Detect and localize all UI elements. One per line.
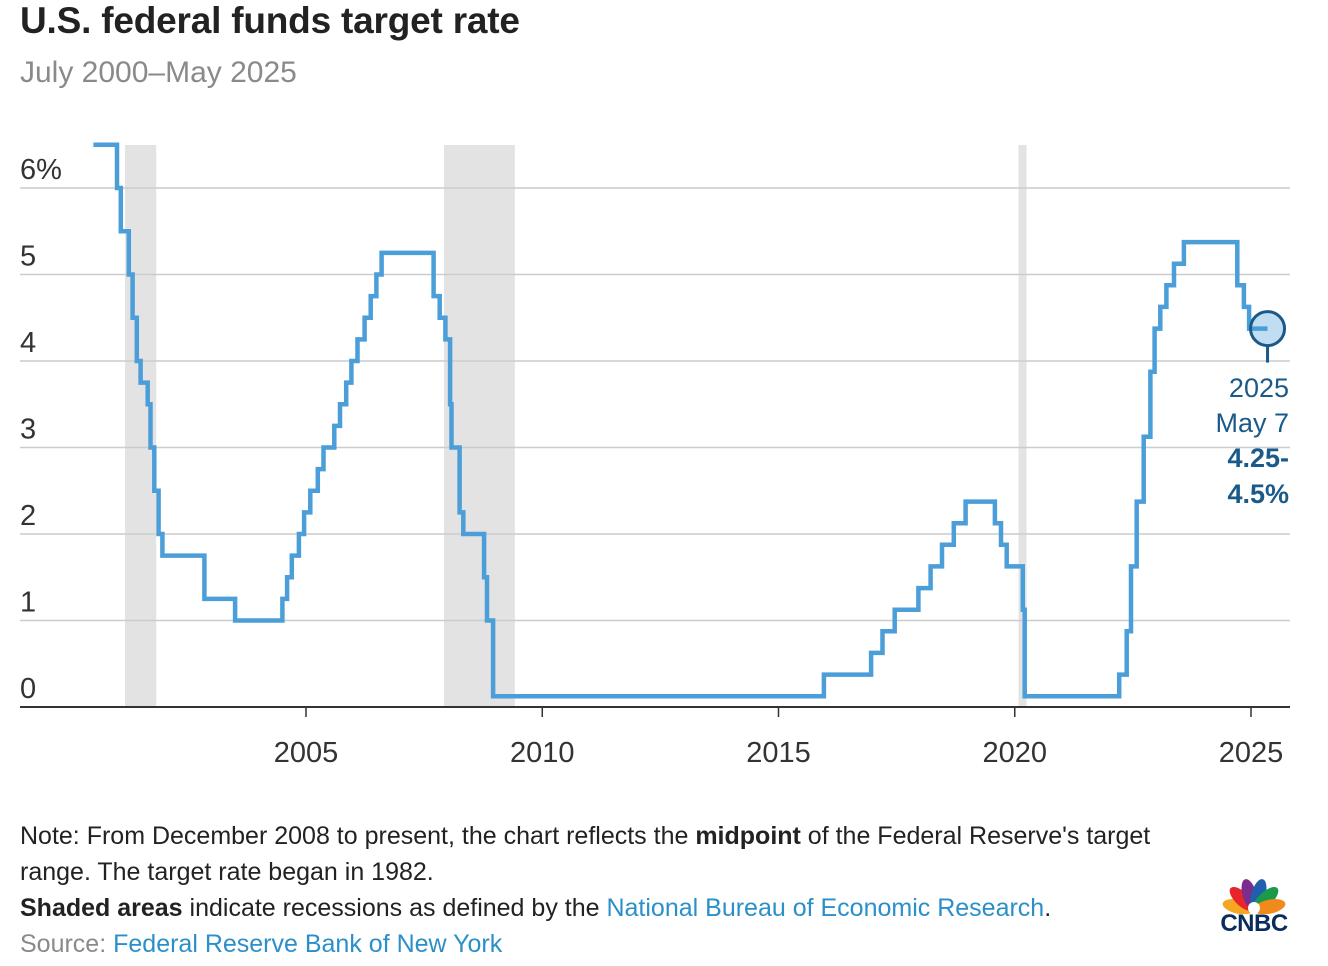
grid-layer: 0 1 2 3 4 5 6% xyxy=(20,154,1290,705)
x-tick-label: 2010 xyxy=(510,737,575,769)
y-tick-label: 2 xyxy=(20,500,36,532)
y-tick-label: 3 xyxy=(20,414,36,446)
x-tick-label: 2025 xyxy=(1219,737,1284,769)
note-bold-midpoint: midpoint xyxy=(695,822,801,850)
y-tick-label: 4 xyxy=(20,327,36,359)
annotation-marker xyxy=(1249,310,1287,348)
series-line xyxy=(93,142,1268,699)
y-tick-label: 0 xyxy=(20,673,36,705)
x-tick-label: 2005 xyxy=(274,737,339,769)
y-tick-label: 6% xyxy=(20,154,62,186)
cnbc-logo-text: CNBC xyxy=(1220,910,1288,937)
note-line-2: Shaded areas indicate recessions as defi… xyxy=(20,890,1200,926)
nber-link[interactable]: National Bureau of Economic Research xyxy=(606,894,1045,922)
axis-layer: 2005 2010 2015 2020 2025 xyxy=(20,706,1290,769)
note-line-1: Note: From December 2008 to present, the… xyxy=(20,818,1200,890)
annotation-value: 4.25- xyxy=(1227,443,1289,473)
y-tick-label: 5 xyxy=(20,241,36,273)
source-label: Source: xyxy=(20,930,114,958)
peacock-icon xyxy=(1222,879,1286,914)
cnbc-logo: CNBC xyxy=(1214,872,1294,938)
chart-notes: Note: From December 2008 to present, the… xyxy=(20,818,1200,926)
note-text: of the Federal Reserve's target range. T… xyxy=(20,822,1151,886)
source-link[interactable]: Federal Reserve Bank of New York xyxy=(113,930,503,958)
recession-band xyxy=(443,145,515,707)
note-bold-shaded: Shaded areas xyxy=(20,894,183,922)
annotation-layer: 2025 May 7 4.25- 4.5% xyxy=(1215,310,1289,509)
note-text: indicate recessions as defined by the xyxy=(182,894,607,922)
annotation-value: 4.5% xyxy=(1227,479,1289,509)
annotation-year: 2025 xyxy=(1229,373,1289,403)
x-tick-label: 2015 xyxy=(746,737,811,769)
note-text: . xyxy=(1044,894,1052,922)
annotation-date: May 7 xyxy=(1215,408,1289,438)
recession-band xyxy=(1018,145,1027,707)
series-layer xyxy=(93,142,1268,699)
source-line: Source: Federal Reserve Bank of New York xyxy=(20,930,502,959)
chart-title: U.S. federal funds target rate xyxy=(20,0,520,41)
x-tick-label: 2020 xyxy=(982,737,1047,769)
y-tick-label: 1 xyxy=(20,587,36,619)
chart-subtitle: July 2000–May 2025 xyxy=(20,56,297,89)
note-text: Note: From December 2008 to present, the… xyxy=(20,822,696,850)
chart: 0 1 2 3 4 5 6% 2005 2010 2015 2020 2025 2025 May 7 4… xyxy=(20,142,1290,769)
